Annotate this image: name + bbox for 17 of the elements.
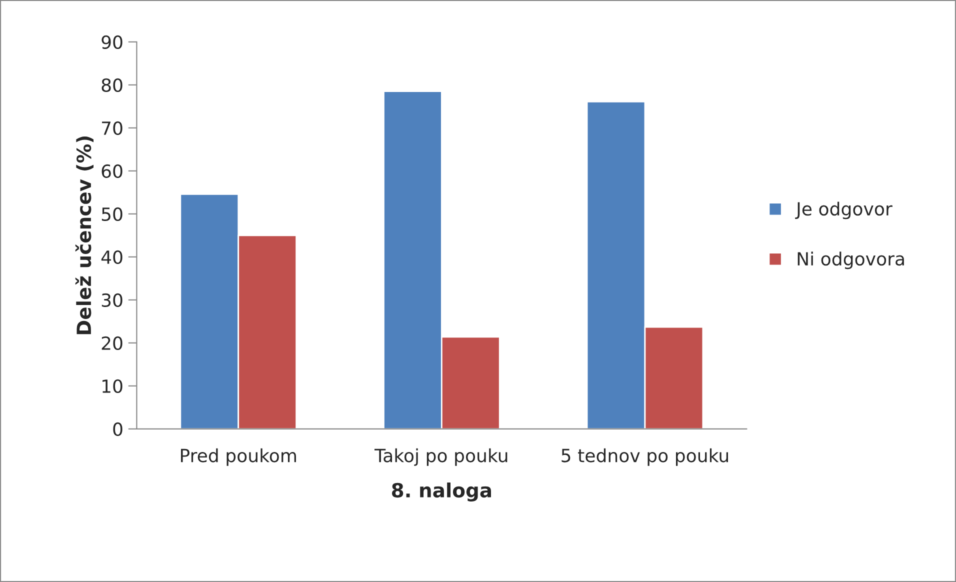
y-tick-label: 40 <box>101 250 122 264</box>
x-tick-label: 5 tednov po pouku <box>562 448 728 466</box>
legend-label: Je odgovor <box>795 202 892 220</box>
x-tick-label: Takoj po pouku <box>374 448 508 466</box>
y-tick-label: 60 <box>102 164 122 178</box>
y-tick-label: 30 <box>102 293 122 308</box>
y-tick-label: 0 <box>113 422 122 436</box>
x-tick-label: Pred poukom <box>180 448 296 466</box>
y-tick-label: 90 <box>102 35 122 50</box>
y-tick-label: 70 <box>102 121 122 136</box>
y-tick-label: 80 <box>102 78 122 92</box>
y-tick-label: 10 <box>102 379 122 394</box>
legend-label: Ni odgovora <box>798 252 904 270</box>
y-tick-label: 50 <box>102 207 122 222</box>
x-axis-title: 8. naloga <box>392 482 491 502</box>
y-tick-label: 20 <box>102 336 122 350</box>
y-axis-title: Delež učencev (%) <box>75 136 94 334</box>
